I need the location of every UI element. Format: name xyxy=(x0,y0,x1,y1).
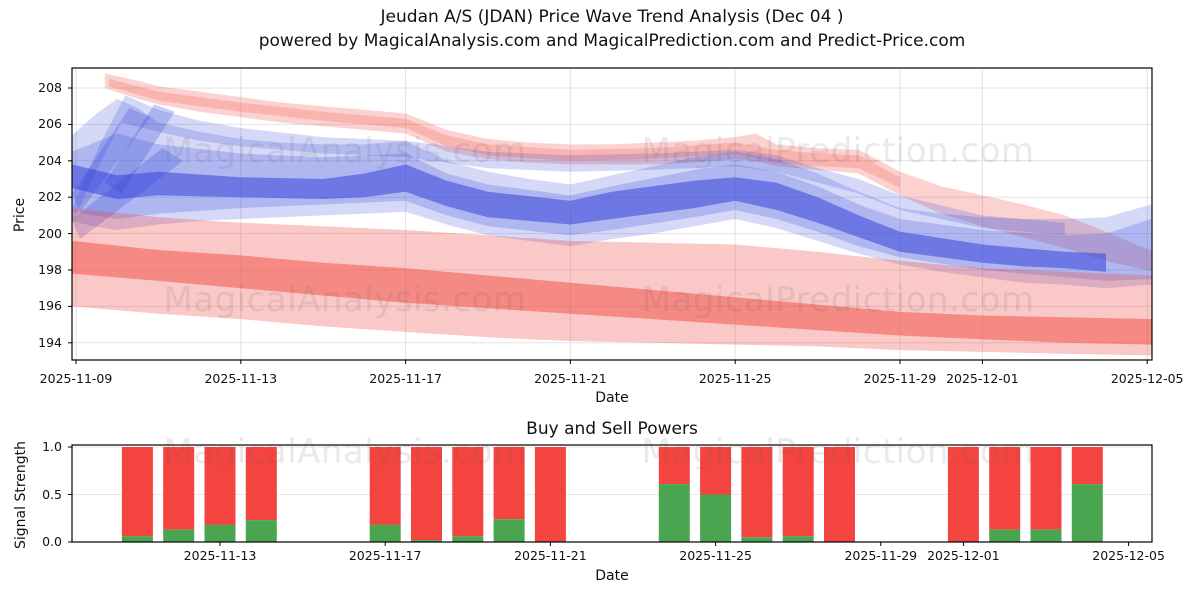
sell-bar xyxy=(163,447,195,530)
buy-bar xyxy=(989,529,1021,542)
date-axis-label-top: Date xyxy=(595,390,629,406)
price-xtick-label: 2025-12-05 xyxy=(1110,371,1184,386)
buy-bar xyxy=(741,537,773,542)
price-xtick-label: 2025-11-13 xyxy=(204,371,278,386)
signal-ytick-label: 1.0 xyxy=(42,439,62,454)
sell-bar xyxy=(204,447,236,525)
bottom-chart-title: Buy and Sell Powers xyxy=(526,419,698,439)
sell-bar xyxy=(245,447,277,521)
price-ytick-label: 200 xyxy=(38,225,62,241)
sell-bar xyxy=(452,447,484,537)
buy-bar xyxy=(121,536,153,542)
buy-bar xyxy=(369,524,401,542)
watermark-text: MagicalAnalysis.com xyxy=(163,432,527,472)
sell-bar xyxy=(947,447,979,542)
sell-bar xyxy=(1030,447,1062,530)
watermark-text: MagicalAnalysis.com xyxy=(163,280,527,320)
watermark-text: MagicalAnalysis.com xyxy=(163,131,527,171)
band-red-upper-outer xyxy=(104,73,1152,272)
buy-bar xyxy=(700,494,732,542)
signal-xtick-label: 2025-11-21 xyxy=(514,548,587,563)
figure-title: Jeudan A/S (JDAN) Price Wave Trend Analy… xyxy=(380,7,844,27)
price-xtick-label: 2025-11-25 xyxy=(698,371,772,386)
price-ytick-label: 202 xyxy=(38,189,62,205)
band-blue-upper-band xyxy=(72,95,1065,236)
sell-bar xyxy=(824,447,855,542)
band-red-core xyxy=(72,240,1152,345)
buy-bar xyxy=(245,520,277,542)
buy-bar xyxy=(658,484,690,542)
signal-ytick-label: 0.5 xyxy=(42,486,62,502)
price-xtick-label: 2025-11-17 xyxy=(369,371,442,386)
buy-bar xyxy=(452,536,484,542)
sell-bar xyxy=(782,447,814,537)
sell-bar xyxy=(493,447,525,520)
signal-xtick-label: 2025-11-17 xyxy=(348,548,422,563)
sell-bar xyxy=(989,447,1021,530)
date-axis-label-bottom: Date xyxy=(595,568,629,584)
price-ytick-label: 194 xyxy=(38,334,62,350)
price-chart-frame xyxy=(68,67,1153,364)
sell-bar xyxy=(534,447,566,542)
price-axis-label: Price xyxy=(12,197,28,233)
watermark-text: MagicalPrediction.com xyxy=(641,280,1035,320)
signal-bars xyxy=(121,447,1103,542)
price-xtick-label: 2025-11-21 xyxy=(534,371,607,386)
signal-xtick-label: 2025-11-13 xyxy=(183,548,257,563)
buy-bar xyxy=(204,524,236,542)
buy-bar xyxy=(493,519,525,542)
sell-bar xyxy=(741,447,773,538)
buy-bar xyxy=(411,540,442,542)
sell-bar xyxy=(700,447,732,495)
signal-xtick-label: 2025-12-05 xyxy=(1092,548,1165,563)
price-xtick-label: 2025-11-29 xyxy=(863,371,937,386)
sell-bar xyxy=(1071,447,1103,485)
signal-xtick-label: 2025-11-25 xyxy=(679,548,752,563)
price-ytick-label: 206 xyxy=(38,116,62,132)
price-ytick-label: 208 xyxy=(38,80,62,95)
figure-subtitle: powered by MagicalAnalysis.com and Magic… xyxy=(258,31,966,51)
sell-bar xyxy=(369,447,401,525)
price-ytick-label: 196 xyxy=(38,298,62,314)
watermark-text: MagicalPrediction.com xyxy=(641,432,1035,472)
buy-bar xyxy=(1071,484,1103,542)
price-ytick-label: 198 xyxy=(38,262,62,277)
price-xtick-label: 2025-11-09 xyxy=(39,371,113,386)
band-blue-fan-strip-3 xyxy=(104,104,175,194)
watermark-text: MagicalPrediction.com xyxy=(641,131,1035,171)
signal-xtick-label: 2025-12-01 xyxy=(927,548,1000,563)
buy-bar xyxy=(1030,529,1062,542)
signal-xtick-label: 2025-11-29 xyxy=(844,548,918,563)
signal-chart-frame xyxy=(68,444,1153,546)
band-blue-core xyxy=(72,164,1106,272)
sell-bar xyxy=(411,447,442,541)
buy-bar xyxy=(163,529,195,542)
signal-ytick-label: 0.0 xyxy=(42,534,62,549)
sell-bar xyxy=(658,447,690,485)
buy-bar xyxy=(782,536,814,542)
price-xtick-label: 2025-12-01 xyxy=(946,371,1019,386)
sell-bar xyxy=(121,447,153,537)
price-chart-bands xyxy=(72,73,1152,356)
price-ytick-label: 204 xyxy=(38,152,62,168)
